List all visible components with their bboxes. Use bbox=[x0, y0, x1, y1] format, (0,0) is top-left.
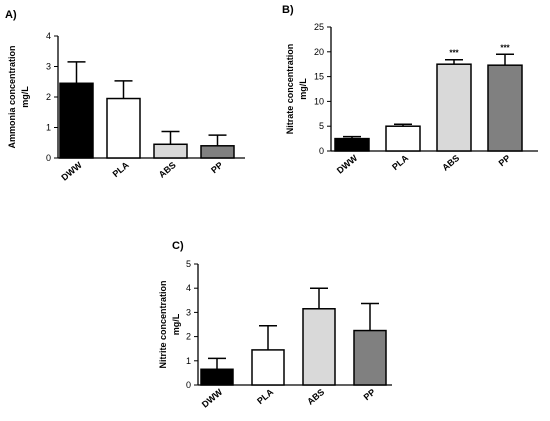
x-tick-label: PLA bbox=[255, 387, 276, 407]
y-tick-label: 2 bbox=[46, 92, 51, 102]
y-tick-label: 0 bbox=[46, 153, 51, 163]
bar bbox=[200, 145, 235, 159]
bar bbox=[200, 368, 234, 386]
x-tick-label: ABS bbox=[157, 160, 178, 180]
bar bbox=[302, 308, 336, 386]
bar bbox=[334, 137, 370, 152]
x-tick-label: ABS bbox=[305, 387, 326, 407]
y-axis-unit: mg/L bbox=[298, 78, 308, 100]
y-axis-unit: mg/L bbox=[20, 86, 30, 108]
panel-3: C) Nitrite concentration mg/L 0 1 2 3 4 5 DWW PLA A… bbox=[158, 240, 392, 410]
y-tick-label: 0 bbox=[186, 380, 191, 390]
y-axis-unit: mg/L bbox=[171, 313, 181, 335]
y-tick-label: 5 bbox=[186, 259, 191, 269]
panel-label: C) bbox=[172, 240, 184, 252]
x-tick-label: PLA bbox=[111, 160, 132, 180]
x-tick-label: ABS bbox=[440, 153, 461, 173]
x-tick-label: PP bbox=[209, 160, 225, 175]
x-tick-label: DWW bbox=[335, 153, 360, 176]
bar bbox=[251, 349, 285, 386]
y-tick-label: 20 bbox=[314, 47, 324, 57]
bar bbox=[106, 97, 141, 159]
y-tick-label: 1 bbox=[186, 356, 191, 366]
y-tick-label: 3 bbox=[46, 62, 51, 72]
panel-label: B) bbox=[282, 4, 294, 16]
y-axis-title: Nitrite concentration bbox=[158, 280, 168, 368]
y-tick-label: 4 bbox=[186, 283, 191, 293]
x-tick-label: DWW bbox=[200, 387, 225, 410]
y-tick-label: 5 bbox=[319, 121, 324, 131]
y-axis-title: Nitrate concentration bbox=[285, 44, 295, 135]
significance-mark: *** bbox=[449, 49, 459, 58]
y-tick-label: 2 bbox=[186, 332, 191, 342]
y-tick-label: 3 bbox=[186, 307, 191, 317]
bar bbox=[153, 143, 188, 159]
x-tick-label: PLA bbox=[390, 153, 411, 173]
bar bbox=[353, 329, 387, 386]
panel-1: A) Ammonia concentration mg/L 0 1 2 3 4 DWW PLA AB… bbox=[5, 9, 245, 183]
y-tick-label: 10 bbox=[314, 96, 324, 106]
panel-label: A) bbox=[5, 9, 17, 21]
x-tick-label: DWW bbox=[59, 160, 84, 183]
y-tick-label: 4 bbox=[46, 31, 51, 41]
y-tick-label: 25 bbox=[314, 22, 324, 32]
x-tick-label: PP bbox=[362, 387, 378, 402]
bar bbox=[487, 64, 523, 152]
y-tick-label: 0 bbox=[319, 146, 324, 156]
panel-2: B) Nitrate concentration mg/L 0 5 10 15 20 25 DWW… bbox=[282, 4, 538, 176]
significance-mark: *** bbox=[500, 43, 510, 52]
y-tick-label: 15 bbox=[314, 72, 324, 82]
x-tick-label: PP bbox=[497, 153, 513, 168]
y-axis-title: Ammonia concentration bbox=[7, 45, 17, 148]
bar bbox=[436, 63, 472, 152]
bar bbox=[59, 82, 94, 159]
bar bbox=[385, 125, 421, 152]
y-tick-label: 1 bbox=[46, 123, 51, 133]
